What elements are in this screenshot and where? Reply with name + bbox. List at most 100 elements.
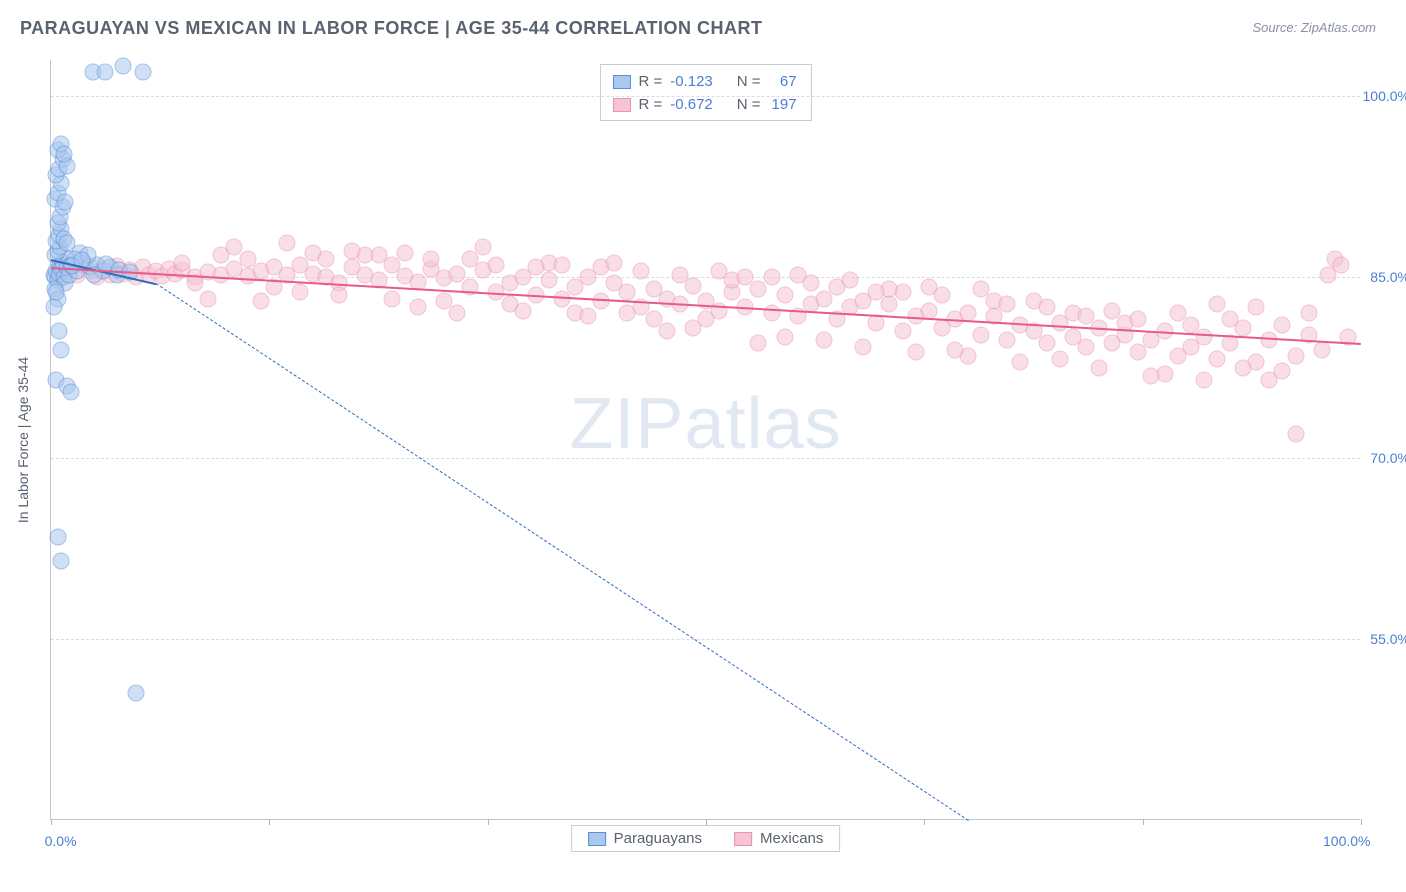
scatter-point-mexicans [540,271,557,288]
gridline-horizontal [51,96,1360,97]
scatter-point-mexicans [999,295,1016,312]
scatter-point-mexicans [1077,307,1094,324]
scatter-point-mexicans [1274,363,1291,380]
scatter-point-mexicans [671,266,688,283]
gridline-horizontal [51,639,1360,640]
scatter-point-mexicans [1300,305,1317,322]
scatter-point-paraguayans [45,299,62,316]
scatter-point-mexicans [580,307,597,324]
scatter-point-paraguayans [62,383,79,400]
scatter-point-mexicans [252,293,269,310]
scatter-point-mexicans [973,281,990,298]
scatter-point-mexicans [422,251,439,268]
scatter-point-mexicans [462,251,479,268]
swatch-mexicans [612,98,630,112]
scatter-point-mexicans [449,265,466,282]
legend-swatch-mexicans [734,832,752,846]
scatter-point-mexicans [396,245,413,262]
chart-title: PARAGUAYAN VS MEXICAN IN LABOR FORCE | A… [20,18,762,39]
scatter-point-mexicans [894,323,911,340]
scatter-point-paraguayans [53,341,70,358]
chart-container: PARAGUAYAN VS MEXICAN IN LABOR FORCE | A… [0,0,1406,892]
scatter-point-mexicans [344,242,361,259]
scatter-point-mexicans [815,290,832,307]
scatter-point-paraguayans [128,685,145,702]
ytick-label: 70.0% [1362,450,1406,466]
scatter-point-mexicans [291,283,308,300]
scatter-point-mexicans [475,238,492,255]
scatter-point-mexicans [383,290,400,307]
scatter-point-mexicans [619,283,636,300]
scatter-point-paraguayans [48,283,65,300]
scatter-point-mexicans [789,266,806,283]
scatter-point-mexicans [1038,335,1055,352]
scatter-point-mexicans [488,257,505,274]
scatter-point-paraguayans [115,58,132,75]
scatter-point-mexicans [1287,347,1304,364]
watermark-thin: atlas [684,384,841,464]
scatter-point-mexicans [606,254,623,271]
scatter-point-mexicans [750,335,767,352]
scatter-point-mexicans [632,263,649,280]
scatter-point-mexicans [946,341,963,358]
scatter-point-mexicans [1235,359,1252,376]
scatter-point-mexicans [881,295,898,312]
scatter-point-mexicans [1143,368,1160,385]
legend-label-mexicans: Mexicans [760,830,823,847]
swatch-paraguayans [612,75,630,89]
scatter-point-mexicans [409,299,426,316]
watermark: ZIPatlas [569,383,841,465]
stats-row-paraguayans: R = -0.123 N = 67 [612,71,796,94]
n-value-paraguayans: 67 [769,71,797,94]
scatter-point-mexicans [1195,371,1212,388]
scatter-point-mexicans [278,235,295,252]
watermark-bold: ZIP [569,384,684,464]
scatter-point-mexicans [1130,311,1147,328]
scatter-point-mexicans [527,259,544,276]
plot-area: In Labor Force | Age 35-44 ZIPatlas R = … [50,60,1360,820]
scatter-point-paraguayans [96,64,113,81]
trend-line-dashed [156,283,969,821]
xtick [924,819,925,825]
scatter-point-mexicans [619,305,636,322]
legend-label-paraguayans: Paraguayans [614,830,702,847]
scatter-point-mexicans [449,305,466,322]
scatter-point-paraguayans [53,552,70,569]
n-label: N = [737,71,761,94]
xtick [706,819,707,825]
scatter-point-mexicans [763,269,780,286]
legend-swatch-paraguayans [588,832,606,846]
scatter-point-mexicans [1051,351,1068,368]
scatter-point-mexicans [658,323,675,340]
xtick [269,819,270,825]
gridline-horizontal [51,458,1360,459]
scatter-point-mexicans [776,329,793,346]
scatter-point-mexicans [907,343,924,360]
ytick-label: 100.0% [1362,88,1406,104]
scatter-point-mexicans [318,251,335,268]
scatter-point-mexicans [763,305,780,322]
scatter-point-mexicans [1182,317,1199,334]
scatter-point-paraguayans [134,64,151,81]
scatter-point-mexicans [200,290,217,307]
xtick-label: 100.0% [1323,833,1370,849]
scatter-point-paraguayans [50,323,67,340]
scatter-point-mexicans [553,257,570,274]
scatter-point-mexicans [1274,317,1291,334]
scatter-point-paraguayans [49,528,66,545]
scatter-point-mexicans [1012,353,1029,370]
xtick-label: 0.0% [45,833,77,849]
scatter-point-paraguayans [57,194,74,211]
scatter-point-mexicans [750,281,767,298]
xtick [1361,819,1362,825]
scatter-point-mexicans [1248,299,1265,316]
scatter-point-mexicans [920,278,937,295]
scatter-point-mexicans [999,331,1016,348]
scatter-point-mexicans [1130,343,1147,360]
ytick-label: 55.0% [1362,631,1406,647]
scatter-point-mexicans [842,271,859,288]
scatter-point-mexicans [514,302,531,319]
r-value-paraguayans: -0.123 [670,71,713,94]
ytick-label: 85.0% [1362,269,1406,285]
scatter-point-mexicans [1287,425,1304,442]
